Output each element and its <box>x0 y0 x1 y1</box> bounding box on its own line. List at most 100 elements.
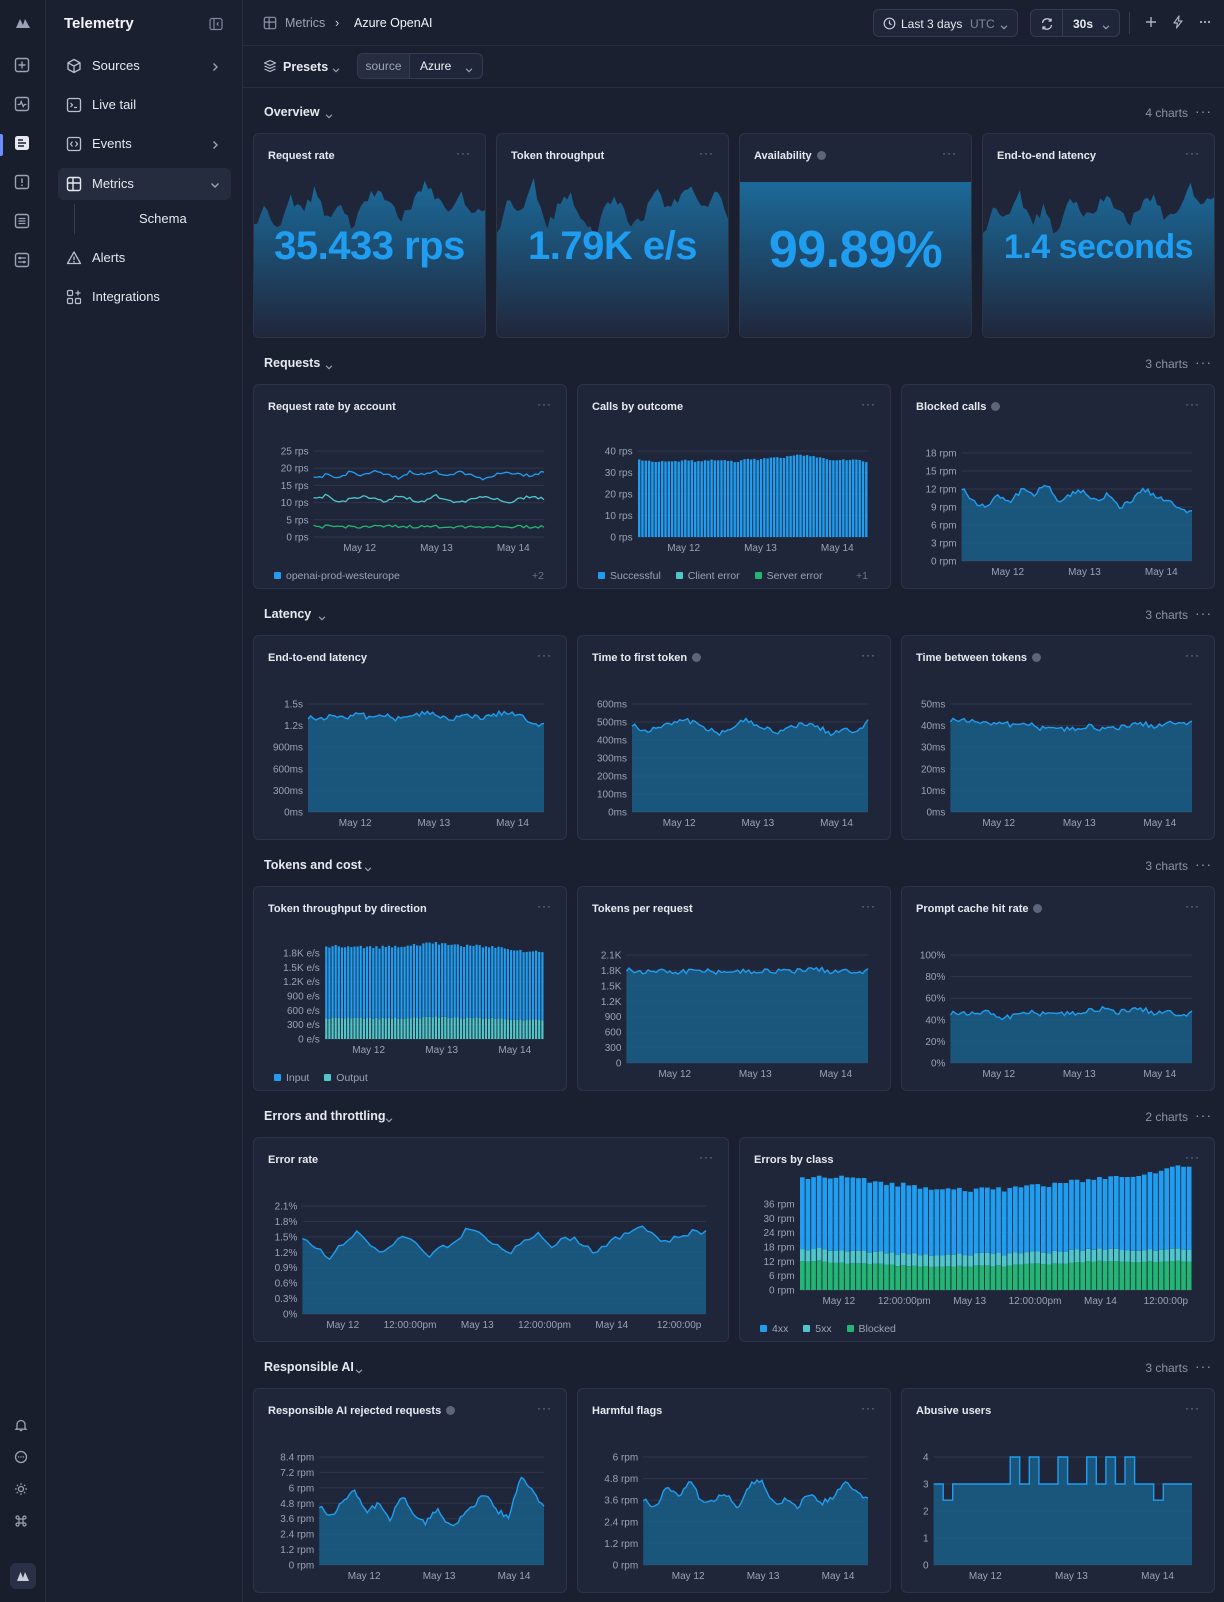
bar <box>687 460 690 537</box>
chart-card-rai-rejected-requests[interactable]: 8.4 rpm 7.2 rpm 6 rpm 4.8 rpm 3.6 rpm 2.4 rpm… <box>253 1388 567 1593</box>
chart-card-abusive-users[interactable]: 4 3 2 1 0 May 12 May 13 May 14 Abusive users ··… <box>901 1388 1215 1593</box>
card-more-icon[interactable]: ··· <box>537 397 552 411</box>
section-header-responsible-ai[interactable]: Responsible AI 3 charts ··· <box>263 1358 1214 1378</box>
sidebar-item-events[interactable]: Events <box>58 128 231 160</box>
logs-icon[interactable] <box>14 135 32 153</box>
chart-card-e2e-latency[interactable]: 1.5s 1.2s 900ms 600ms 300ms 0ms May 12 May 13 Ma… <box>253 635 567 840</box>
bar <box>1041 1264 1046 1290</box>
collapse-sidebar-icon[interactable] <box>209 17 223 31</box>
sidebar-item-alerts[interactable]: Alerts <box>58 242 231 274</box>
activity-icon[interactable] <box>14 96 32 114</box>
sidebar-item-sources[interactable]: Sources <box>58 50 231 82</box>
info-icon[interactable] <box>991 402 1001 411</box>
chart-card-error-rate[interactable]: 2.1% 1.8% 1.5% 1.2% 0.9% 0.6% 0.3% 0% May 12 12:0… <box>253 1137 729 1342</box>
section-more-icon[interactable]: ··· <box>1195 856 1212 872</box>
command-icon[interactable] <box>14 1514 32 1532</box>
card-more-icon[interactable]: ··· <box>1185 146 1200 160</box>
presets-button[interactable]: Presets <box>283 60 329 74</box>
sidebar-item-integrations[interactable]: Integrations <box>58 281 231 313</box>
series-line <box>318 1476 545 1527</box>
database-icon[interactable] <box>14 213 32 231</box>
card-more-icon[interactable]: ··· <box>456 146 471 160</box>
chart-card-request-rate-by-account[interactable]: 25 rps 20 rps 15 rps 10 rps 5 rps 0 rps May 12… <box>253 384 567 589</box>
section-more-icon[interactable]: ··· <box>1195 605 1212 621</box>
section-more-icon[interactable]: ··· <box>1195 1358 1212 1374</box>
info-icon[interactable] <box>1032 653 1042 662</box>
info-icon[interactable] <box>692 653 702 662</box>
chart-card-e2e-latency-stat[interactable]: End-to-end latency ··· 1.4 seconds <box>982 133 1215 338</box>
legend-more[interactable]: +2 <box>532 570 544 582</box>
card-more-icon[interactable]: ··· <box>1185 397 1200 411</box>
card-more-icon[interactable]: ··· <box>537 899 552 913</box>
card-more-icon[interactable]: ··· <box>537 648 552 662</box>
chart-card-availability[interactable]: Availability ··· 99.89% <box>739 133 972 338</box>
bar <box>475 944 478 1018</box>
sidebar-item-schema[interactable]: Schema <box>139 211 187 226</box>
chart-card-token-throughput[interactable]: Token throughput ··· 1.79K e/s <box>496 133 729 338</box>
bar <box>996 1187 1001 1253</box>
bar <box>985 1187 990 1253</box>
chart-card-tokens-per-request[interactable]: 2.1K 1.8K 1.5K 1.2K 900 600 300 0 May 12 May 13 Ma… <box>577 886 891 1091</box>
card-more-icon[interactable]: ··· <box>1185 899 1200 913</box>
card-more-icon[interactable]: ··· <box>1185 1150 1200 1164</box>
chat-icon[interactable] <box>14 1450 32 1468</box>
logo-icon[interactable] <box>14 14 32 32</box>
source-filter[interactable]: source Azure <box>357 53 483 79</box>
card-more-icon[interactable]: ··· <box>861 397 876 411</box>
bar <box>1113 1248 1119 1262</box>
section-header-requests[interactable]: Requests 3 charts ··· <box>263 354 1214 374</box>
section-header-errors[interactable]: Errors and throttling 2 charts ··· <box>263 1107 1214 1127</box>
chart-card-token-throughput-by-direction[interactable]: 1.8K e/s 1.5K e/s 1.2K e/s 900 e/s 600 e/s 30… <box>253 886 567 1091</box>
issue-icon[interactable] <box>14 174 32 192</box>
card-more-icon[interactable]: ··· <box>861 648 876 662</box>
section-header-latency[interactable]: Latency 3 charts ··· <box>263 605 1214 625</box>
bar <box>740 460 743 537</box>
chart-card-harmful-flags[interactable]: 6 rpm 4.8 rpm 3.6 rpm 2.4 rpm 1.2 rpm 0 rpm Ma… <box>577 1388 891 1593</box>
sun-icon[interactable] <box>14 1482 32 1500</box>
breadcrumb-parent[interactable]: Metrics <box>285 16 326 30</box>
bar <box>469 1017 472 1039</box>
refresh-button[interactable] <box>1030 9 1063 37</box>
chart-card-request-rate[interactable]: Request rate ··· 35.433 rps <box>253 133 486 338</box>
card-more-icon[interactable]: ··· <box>861 1401 876 1415</box>
more-icon[interactable] <box>1198 15 1212 29</box>
refresh-interval-select[interactable]: 30s <box>1062 9 1120 37</box>
user-avatar[interactable] <box>10 1563 36 1589</box>
chart-card-time-to-first-token[interactable]: 600ms 500ms 400ms 300ms 200ms 100ms 0ms May 12 M… <box>577 635 891 840</box>
info-icon[interactable] <box>446 1406 456 1415</box>
bar <box>1057 1251 1063 1264</box>
x-tick-label: May 13 <box>420 543 453 554</box>
card-more-icon[interactable]: ··· <box>1185 648 1200 662</box>
chart-card-calls-by-outcome[interactable]: 40 rps 30 rps 20 rps 10 rps 0 rps May 12 May 1… <box>577 384 891 589</box>
bar <box>1035 1184 1041 1252</box>
chart-card-time-between-tokens[interactable]: 50ms 40ms 30ms 20ms 10ms 0ms May 12 May 13 May 1… <box>901 635 1215 840</box>
settings-sliders-icon[interactable] <box>14 252 32 270</box>
card-more-icon[interactable]: ··· <box>537 1401 552 1415</box>
sidebar-item-metrics[interactable]: Metrics <box>58 168 231 200</box>
section-header-overview[interactable]: Overview 4 charts ··· <box>263 103 1214 123</box>
bar <box>472 946 475 1019</box>
section-more-icon[interactable]: ··· <box>1195 1107 1212 1123</box>
chart-card-errors-by-class[interactable]: 36 rpm 30 rpm 24 rpm 18 rpm 12 rpm 6 rpm 0 rpm… <box>739 1137 1215 1342</box>
info-icon[interactable] <box>1033 904 1043 913</box>
sidebar-item-live-tail[interactable]: Live tail <box>58 89 231 121</box>
info-icon[interactable] <box>816 151 826 160</box>
add-icon[interactable] <box>1144 15 1158 29</box>
bar <box>1063 1252 1069 1264</box>
card-more-icon[interactable]: ··· <box>942 146 957 160</box>
chart-card-blocked-calls[interactable]: 18 rpm 15 rpm 12 rpm 9 rpm 6 rpm 3 rpm 0 rpm Ma… <box>901 384 1215 589</box>
legend-more[interactable]: +1 <box>856 570 868 582</box>
section-more-icon[interactable]: ··· <box>1195 354 1212 370</box>
time-range-picker[interactable]: Last 3 days UTC <box>873 9 1018 37</box>
card-more-icon[interactable]: ··· <box>1185 1401 1200 1415</box>
card-more-icon[interactable]: ··· <box>861 899 876 913</box>
section-more-icon[interactable]: ··· <box>1195 103 1212 119</box>
bell-icon[interactable] <box>14 1418 32 1436</box>
card-more-icon[interactable]: ··· <box>699 1150 714 1164</box>
chart-card-prompt-cache-hit-rate[interactable]: 100% 80% 60% 40% 20% 0% May 12 May 13 May 14 Pro… <box>901 886 1215 1091</box>
lightning-icon[interactable] <box>1171 15 1185 29</box>
filter-key: source <box>358 54 410 78</box>
new-tab-icon[interactable] <box>14 57 32 75</box>
section-header-tokens[interactable]: Tokens and cost 3 charts ··· <box>263 856 1214 876</box>
card-more-icon[interactable]: ··· <box>699 146 714 160</box>
